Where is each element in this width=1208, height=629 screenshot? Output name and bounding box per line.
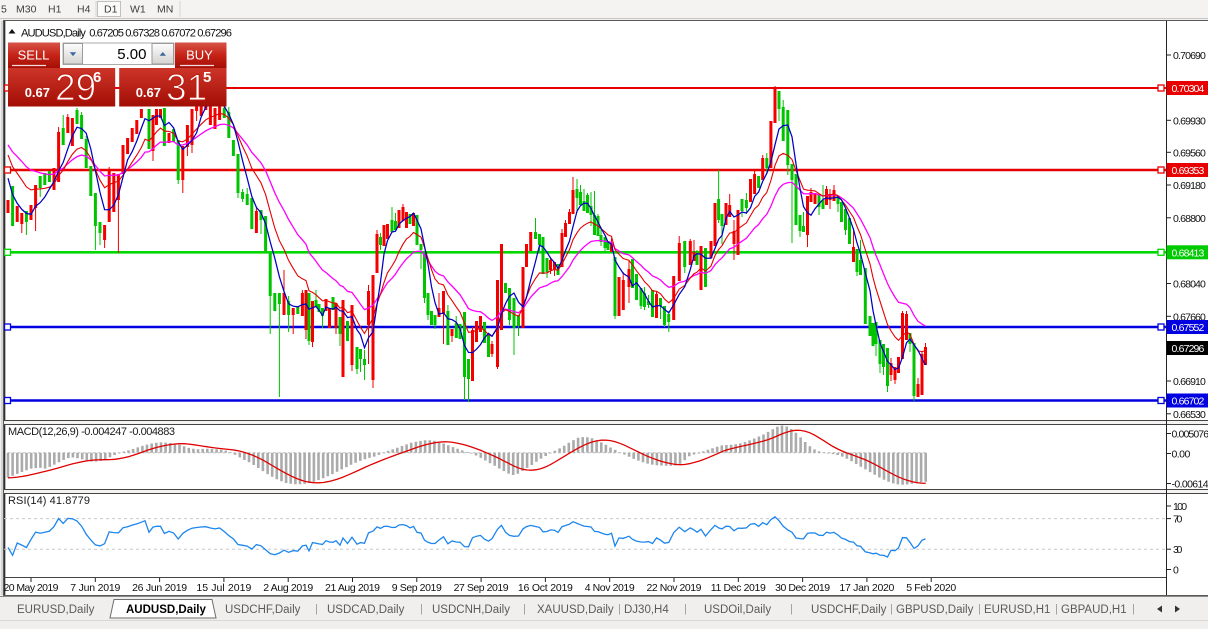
svg-text:0.67552: 0.67552 [1172,322,1205,334]
svg-text:0.69180: 0.69180 [1173,180,1206,192]
svg-text:|: | [1055,603,1058,615]
svg-text:22 Nov 2019: 22 Nov 2019 [647,582,702,594]
svg-text:0.68413: 0.68413 [1172,247,1205,259]
svg-text:0.69353: 0.69353 [1172,165,1205,177]
svg-text:5 Feb 2020: 5 Feb 2020 [906,582,956,594]
svg-text:|: | [420,603,423,615]
svg-text:20 May 2019: 20 May 2019 [4,582,59,594]
svg-text:0.005076: 0.005076 [1172,429,1208,441]
svg-text:31: 31 [166,67,207,108]
svg-text:21 Aug 2019: 21 Aug 2019 [325,582,380,594]
svg-text:0.66910: 0.66910 [1173,376,1206,388]
svg-text:6: 6 [93,69,101,86]
svg-text:M30: M30 [16,4,37,16]
svg-text:USDCAD,Daily: USDCAD,Daily [327,604,405,616]
svg-text:2 Aug 2019: 2 Aug 2019 [263,582,313,594]
svg-text:MN: MN [157,4,173,16]
svg-text:100: 100 [1173,501,1187,513]
svg-text:0.68040: 0.68040 [1173,279,1206,291]
svg-text:0.70690: 0.70690 [1173,50,1206,62]
svg-text:GBPAUD,H1: GBPAUD,H1 [1061,604,1127,616]
svg-text:XAUUSD,Daily: XAUUSD,Daily [537,604,614,616]
svg-text:29: 29 [55,67,96,108]
svg-text:BUY: BUY [186,48,213,63]
svg-text:30 Dec 2019: 30 Dec 2019 [775,582,830,594]
svg-text:5.00: 5.00 [117,46,146,63]
svg-text:MACD(12,26,9) -0.004247 -0.004: MACD(12,26,9) -0.004247 -0.004883 [8,426,175,438]
svg-text:70: 70 [1173,514,1183,526]
svg-text:27 Sep 2019: 27 Sep 2019 [454,582,509,594]
svg-text:RSI(14) 41.8779: RSI(14) 41.8779 [8,495,90,507]
svg-text:0.70304: 0.70304 [1172,83,1205,95]
svg-text:EURUSD,H1: EURUSD,H1 [984,604,1050,616]
svg-text:0.67296: 0.67296 [1172,343,1205,355]
svg-text:DJ30,H4: DJ30,H4 [624,604,669,616]
svg-text:0: 0 [1173,565,1179,577]
svg-text:16 Oct 2019: 16 Oct 2019 [518,582,573,594]
svg-text:5: 5 [1,4,7,16]
svg-text:0.66530: 0.66530 [1173,409,1206,421]
svg-text:30: 30 [1173,544,1183,556]
svg-text:5: 5 [203,69,211,86]
svg-text:|: | [890,603,893,615]
svg-text:0.67: 0.67 [136,85,161,100]
svg-text:|: | [790,603,793,615]
svg-text:USDCNH,Daily: USDCNH,Daily [432,604,510,616]
svg-text:|: | [684,603,687,615]
svg-text:AUDUSD,Daily 0.67205 0.67328: AUDUSD,Daily 0.67205 0.67328 0.67072 0.6… [21,28,232,40]
svg-text:15 Jul 2019: 15 Jul 2019 [196,582,251,594]
svg-text:H4: H4 [77,4,91,16]
svg-text:0.68800: 0.68800 [1173,213,1206,225]
svg-text:|: | [315,603,318,615]
svg-text:|: | [1132,603,1135,615]
svg-text:USDCHF,Daily: USDCHF,Daily [811,604,887,616]
svg-text:11 Dec 2019: 11 Dec 2019 [711,582,766,594]
svg-text:0.66702: 0.66702 [1172,396,1205,408]
svg-text:D1: D1 [104,4,118,16]
svg-text:0.69930: 0.69930 [1173,115,1206,127]
svg-text:0.00: 0.00 [1172,449,1191,461]
svg-text:-0.006142: -0.006142 [1172,479,1208,491]
svg-text:|: | [618,603,621,615]
svg-text:7 Jun 2019: 7 Jun 2019 [70,582,120,594]
svg-text:4 Nov 2019: 4 Nov 2019 [585,582,635,594]
svg-text:W1: W1 [130,4,146,16]
svg-text:EURUSD,Daily: EURUSD,Daily [17,604,95,616]
svg-text:17 Jan 2020: 17 Jan 2020 [839,582,894,594]
svg-text:|: | [523,603,526,615]
svg-text:H1: H1 [48,4,62,16]
svg-text:AUDUSD,Daily: AUDUSD,Daily [126,604,206,616]
svg-text:|: | [978,603,981,615]
svg-text:26 Jun 2019: 26 Jun 2019 [132,582,187,594]
svg-text:USDCHF,Daily: USDCHF,Daily [225,604,301,616]
svg-text:0.67: 0.67 [25,85,50,100]
svg-text:USDOil,Daily: USDOil,Daily [704,604,771,616]
svg-text:SELL: SELL [18,48,50,63]
svg-text:0.69560: 0.69560 [1173,147,1206,159]
svg-text:9 Sep 2019: 9 Sep 2019 [392,582,442,594]
svg-text:GBPUSD,Daily: GBPUSD,Daily [896,604,974,616]
